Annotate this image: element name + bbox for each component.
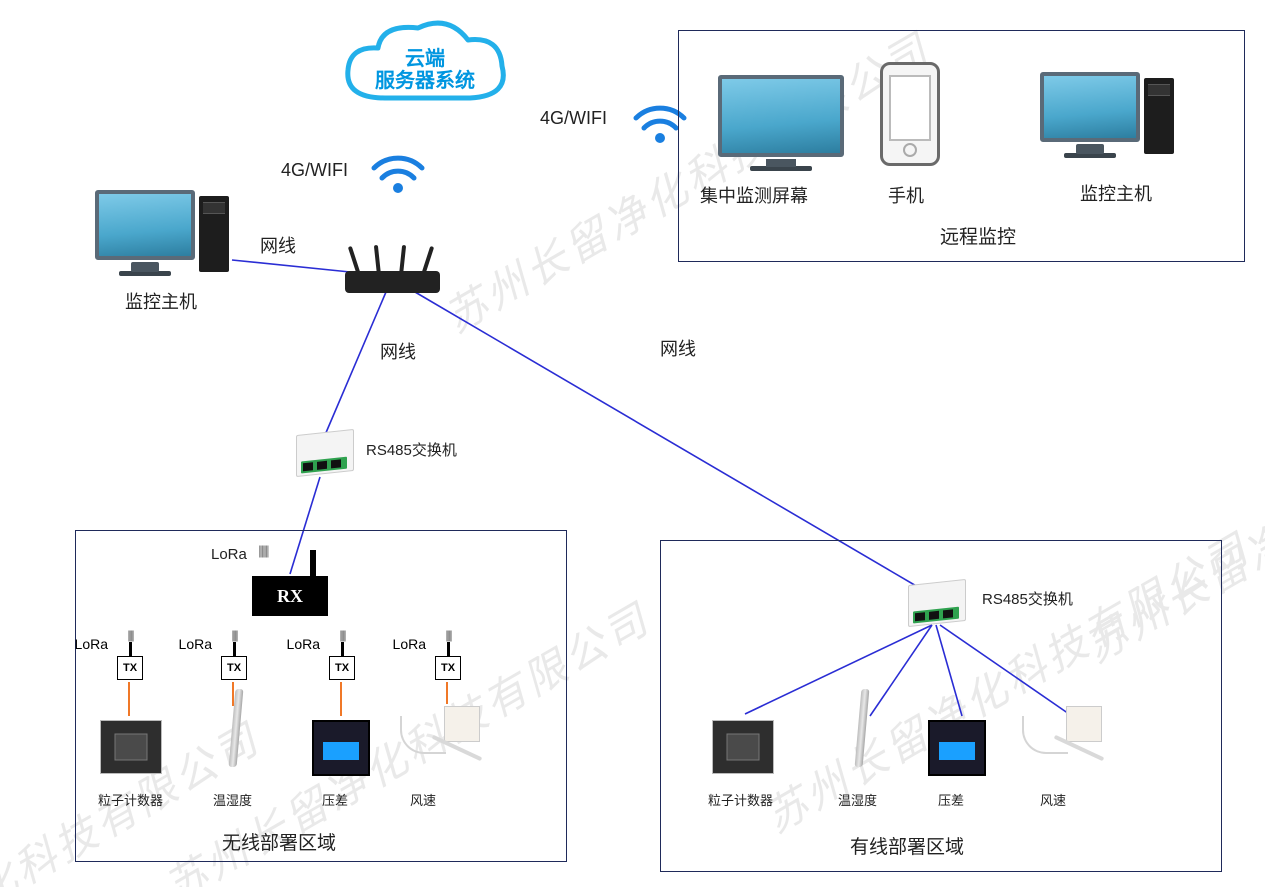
wifi-right-label: 4G/WIFI [540, 108, 607, 129]
ethernet-label: 网线 [380, 338, 416, 364]
rs485-switch-label: RS485交换机 [982, 588, 1073, 609]
wifi-icon [368, 150, 428, 195]
ethernet-label: 网线 [260, 232, 296, 258]
sensor-th-label: 温湿度 [838, 790, 877, 809]
diagram-stage: { "meta": { "type": "network", "width": … [0, 0, 1265, 887]
remote-monitor-label: 远程监控 [940, 222, 1016, 249]
phone-label: 手机 [888, 182, 924, 208]
rs485-switch-icon [296, 429, 354, 477]
monitor-host-label: 监控主机 [1080, 180, 1152, 206]
wireless-zone-label: 无线部署区域 [222, 828, 336, 855]
lora-tx: LoRa ||||| TX [214, 630, 254, 680]
lora-tx: LoRa ||||| TX [110, 630, 150, 680]
ethernet-label: 网线 [660, 335, 696, 361]
sensor-wind-icon [400, 706, 480, 776]
sensor-link [340, 682, 342, 716]
wave-icon: ||||||| [258, 546, 268, 558]
sensor-dp-icon [312, 720, 370, 776]
cloud-label: 云端服务器系统 [340, 48, 510, 92]
rs485-switch-label: RS485交换机 [366, 439, 457, 460]
phone-icon [880, 62, 940, 166]
center-monitor-icon [718, 75, 844, 157]
sensor-dp-label: 压差 [322, 790, 348, 809]
sensor-particle-icon [100, 720, 162, 774]
monitor-host-icon [1040, 72, 1140, 142]
sensor-dp-label: 压差 [938, 790, 964, 809]
wifi-left-label: 4G/WIFI [281, 160, 348, 181]
sensor-link [446, 682, 448, 704]
sensor-particle-label: 粒子计数器 [98, 790, 163, 809]
wired-zone-label: 有线部署区域 [850, 832, 964, 859]
cloud-icon: 云端服务器系统 [340, 18, 510, 118]
rs485-switch-icon [908, 579, 966, 627]
sensor-dp-icon [928, 720, 986, 776]
lora-tx: LoRa ||||| TX [428, 630, 468, 680]
sensor-wind-label: 风速 [410, 790, 436, 809]
lora-tx: LoRa ||||| TX [322, 630, 362, 680]
monitor-host-label: 监控主机 [125, 288, 197, 314]
sensor-particle-icon [712, 720, 774, 774]
sensor-th-label: 温湿度 [213, 790, 252, 809]
monitor-host-icon [95, 190, 195, 260]
rx-box: RX [252, 576, 328, 616]
sensor-particle-label: 粒子计数器 [708, 790, 773, 809]
sensor-wind-label: 风速 [1040, 790, 1066, 809]
lora-label: LoRa [211, 546, 247, 563]
router-icon [345, 248, 440, 293]
sensor-wind-icon [1022, 706, 1102, 776]
sensor-th-icon [852, 702, 872, 754]
center-monitor-label: 集中监测屏幕 [700, 182, 808, 208]
sensor-th-icon [226, 702, 246, 754]
sensor-link [128, 682, 130, 716]
